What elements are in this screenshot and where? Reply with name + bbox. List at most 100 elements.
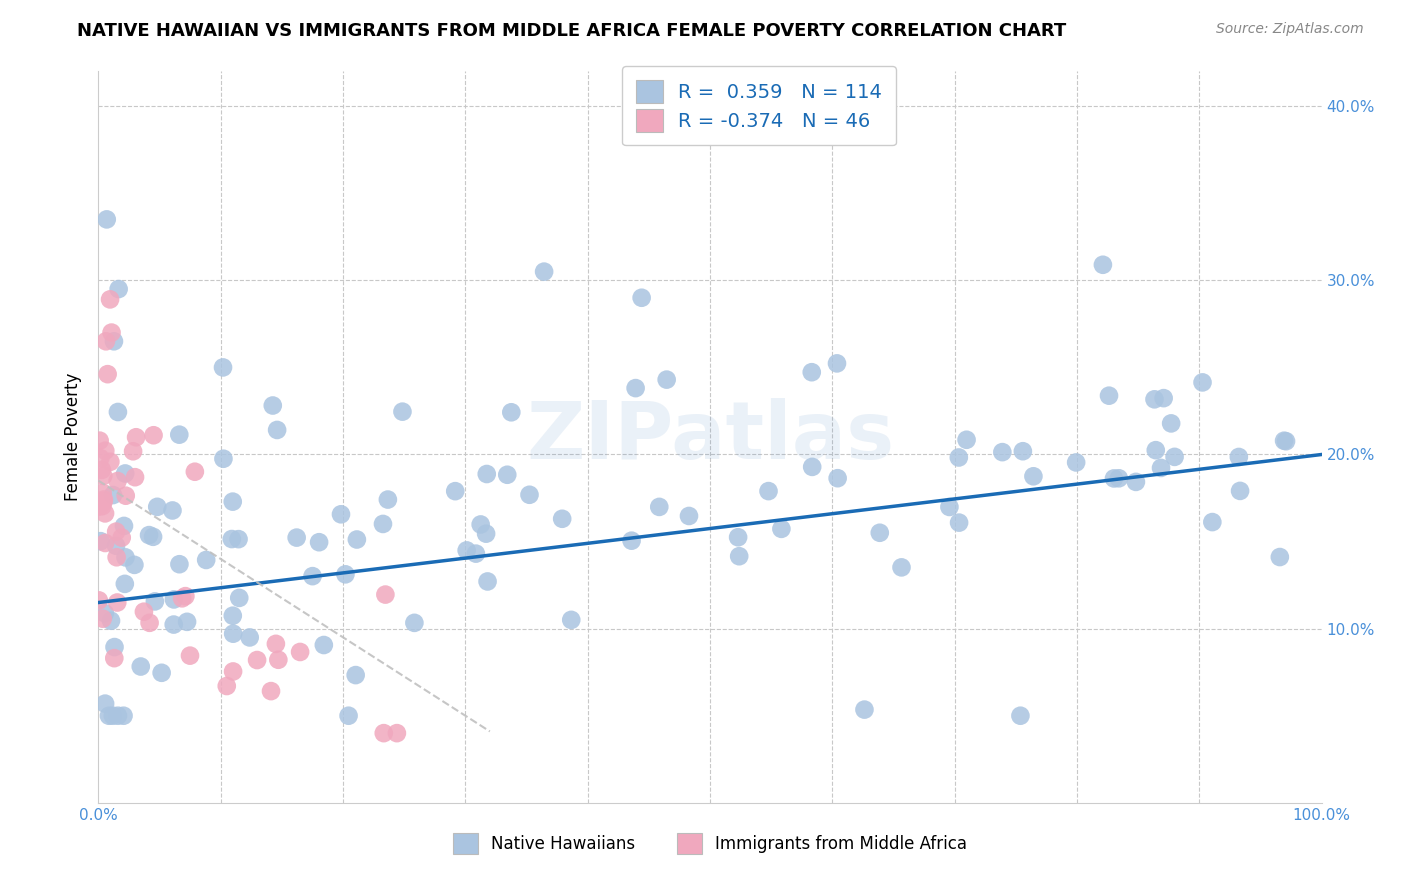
Point [391,405,413,419]
Point [114,467,136,481]
Point [215,679,238,693]
Point [1201,515,1223,529]
Point [150,665,173,680]
Point [1091,258,1114,272]
Point [1144,443,1167,458]
Point [1268,549,1291,564]
Point [169,558,191,572]
Point [98,293,121,307]
Point [308,535,330,549]
Point [496,467,519,482]
Point [267,653,290,667]
Point [344,668,367,682]
Point [938,500,960,514]
Point [228,532,250,546]
Point [301,569,323,583]
Point [142,428,165,442]
Point [456,543,478,558]
Point [519,488,541,502]
Point [114,550,136,565]
Point [103,651,125,665]
Point [470,517,492,532]
Point [288,645,311,659]
Point [105,539,128,553]
Point [222,494,245,508]
Point [1160,417,1182,431]
Point [246,653,269,667]
Point [1125,475,1147,489]
Point [655,373,678,387]
Point [800,365,823,379]
Text: ZIPatlas: ZIPatlas [526,398,894,476]
Point [94,606,117,620]
Point [222,626,245,640]
Point [825,356,848,370]
Point [678,508,700,523]
Point [89,451,111,466]
Point [404,615,426,630]
Point [87,593,110,607]
Point [330,508,353,522]
Point [477,574,499,589]
Point [103,334,125,349]
Point [335,567,357,582]
Point [853,703,876,717]
Point [129,659,152,673]
Point [501,405,523,419]
Point [385,726,408,740]
Point [1010,708,1032,723]
Point [184,465,207,479]
Point [142,530,165,544]
Point [262,399,284,413]
Point [91,468,114,483]
Point [174,589,197,603]
Point [163,617,186,632]
Point [103,640,125,654]
Point [312,638,335,652]
Point [374,588,396,602]
Point [100,614,122,628]
Point [948,516,970,530]
Point [111,531,134,545]
Point [948,450,970,465]
Point [727,530,749,544]
Point [93,495,115,509]
Point [1150,461,1173,475]
Point [143,594,166,608]
Point [105,595,128,609]
Point [132,605,155,619]
Point [228,591,250,605]
Point [1064,455,1087,469]
Point [93,492,115,507]
Point [107,282,129,296]
Point [105,524,128,539]
Point [955,433,977,447]
Point [114,489,136,503]
Point [533,265,555,279]
Point [1227,450,1250,464]
Point [260,684,283,698]
Point [97,708,120,723]
Point [346,533,368,547]
Point [94,334,117,349]
Point [114,577,136,591]
Point [101,708,124,723]
Point [212,360,235,375]
Point [195,553,218,567]
Point [98,455,121,469]
Y-axis label: Female Poverty: Female Poverty [65,373,83,501]
Point [464,547,486,561]
Point [90,534,112,549]
Point [377,492,399,507]
Point [169,427,191,442]
Point [163,592,186,607]
Point [758,484,780,499]
Point [89,434,111,448]
Point [94,536,117,550]
Point [551,512,574,526]
Point [1108,471,1130,485]
Point [91,499,114,513]
Point [179,648,201,663]
Point [239,631,262,645]
Point [1229,483,1251,498]
